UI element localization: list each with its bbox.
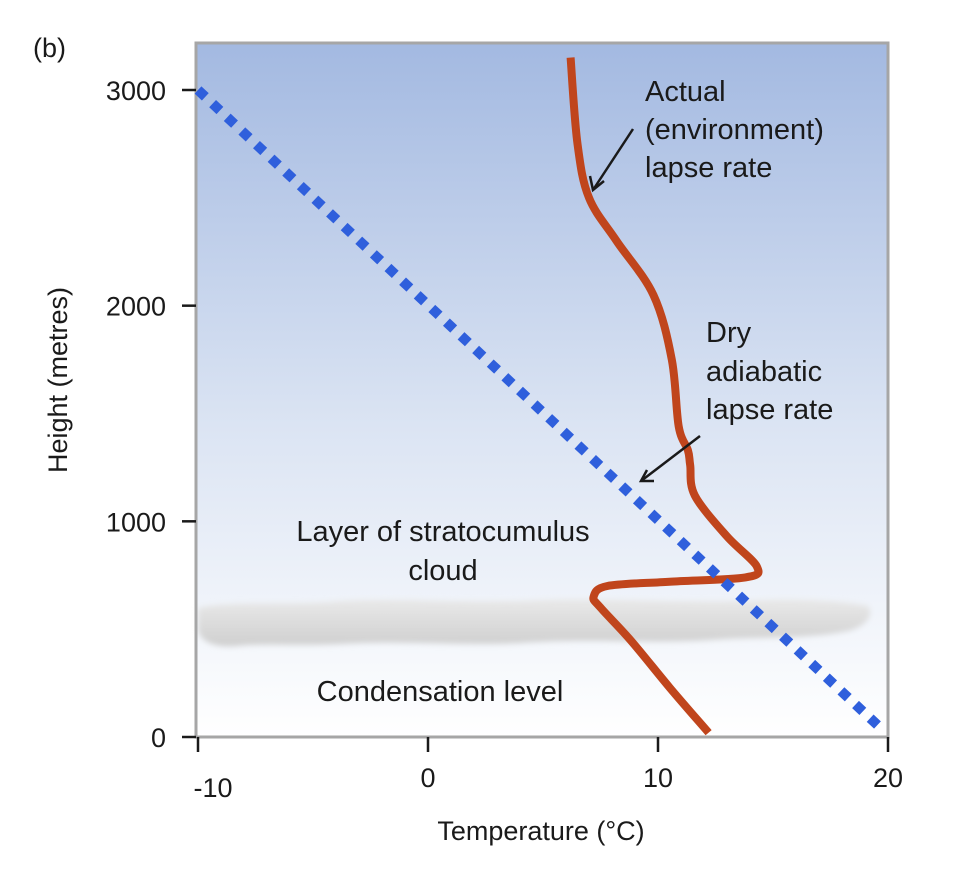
x-tick-label-10: 10 (643, 763, 673, 793)
panel-label: (b) (33, 33, 66, 63)
annotation-condensation-level: Condensation level (317, 676, 564, 708)
x-tick-label-20: 20 (873, 763, 903, 793)
series-actual-lapse-rate (566, 57, 763, 736)
annotation-actual-line3: lapse rate (645, 152, 772, 184)
stratocumulus-cloud-layer (198, 599, 871, 647)
annotation-dry-line3: lapse rate (706, 394, 833, 426)
arrow-actual-lapse-rate (591, 128, 635, 191)
y-axis-title: Height (metres) (43, 287, 73, 473)
annotation-actual-line1: Actual (645, 76, 726, 108)
y-tick-label-2000: 2000 (106, 292, 166, 322)
y-tick-label-0: 0 (151, 723, 166, 753)
y-tick-label-1000: 1000 (106, 507, 166, 537)
x-axis-title: Temperature (°C) (437, 816, 644, 846)
arrow-dry-adiabatic-lapse-rate (640, 435, 701, 482)
x-tick-label--10: -10 (193, 773, 232, 803)
series-layer (194, 57, 885, 736)
plot-frame (194, 41, 890, 739)
annotation-cloud-line2: cloud (408, 555, 477, 587)
y-tick-label-3000: 3000 (106, 76, 166, 106)
x-tick-label-0: 0 (420, 763, 435, 793)
arrowhead-actual-lapse-rate (588, 175, 605, 193)
annotation-dry-line1: Dry (706, 317, 752, 349)
arrowhead-dry-adiabatic-lapse-rate (638, 469, 654, 483)
axis-layer: 0 1000 2000 3000 -10 0 10 20 (106, 76, 903, 803)
annotation-actual-line2: (environment) (645, 114, 824, 146)
annotation-arrows (588, 128, 701, 483)
annotation-dry-line2: adiabatic (706, 356, 822, 388)
annotation-cloud-line1: Layer of stratocumulus (296, 516, 589, 548)
series-dry-adiabatic-lapse-rate (194, 86, 885, 733)
